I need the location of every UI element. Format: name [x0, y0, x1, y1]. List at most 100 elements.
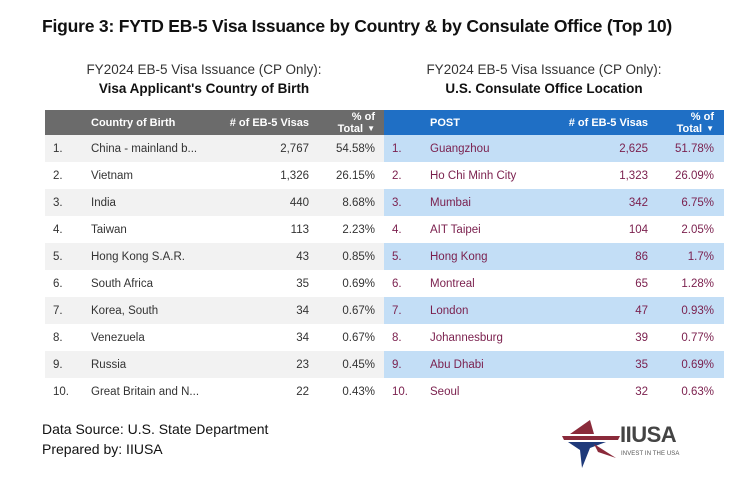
percent-cell: 0.67%: [315, 297, 385, 324]
name-cell: Mumbai: [430, 189, 560, 216]
column-header-percent-label: % of Total: [676, 110, 714, 135]
rank-cell: 10.: [45, 378, 91, 405]
table-row[interactable]: 4. Taiwan 113 2.23%: [45, 216, 385, 243]
table-row[interactable]: 5. Hong Kong S.A.R. 43 0.85%: [45, 243, 385, 270]
name-cell: China - mainland b...: [91, 135, 221, 162]
table-row[interactable]: 6. South Africa 35 0.69%: [45, 270, 385, 297]
table-row[interactable]: 1. China - mainland b... 2,767 54.58%: [45, 135, 385, 162]
sort-desc-icon[interactable]: ▼: [706, 123, 714, 133]
table-header-row: POST # of EB-5 Visas % of Total ▼: [384, 110, 724, 135]
percent-cell: 8.68%: [315, 189, 385, 216]
table-row[interactable]: 8. Venezuela 34 0.67%: [45, 324, 385, 351]
column-header-percent-label: % of Total: [337, 110, 375, 135]
column-header-post[interactable]: POST: [430, 110, 560, 135]
percent-cell: 0.93%: [654, 297, 724, 324]
name-cell: Montreal: [430, 270, 560, 297]
table-row[interactable]: 5. Hong Kong 86 1.7%: [384, 243, 724, 270]
visas-cell: 342: [560, 189, 654, 216]
rank-cell: 1.: [45, 135, 91, 162]
column-header-country[interactable]: Country of Birth: [91, 110, 221, 135]
table-row[interactable]: 9. Abu Dhabi 35 0.69%: [384, 351, 724, 378]
rank-cell: 8.: [45, 324, 91, 351]
name-cell: Venezuela: [91, 324, 221, 351]
table-row[interactable]: 3. India 440 8.68%: [45, 189, 385, 216]
percent-cell: 1.7%: [654, 243, 724, 270]
column-header-visas[interactable]: # of EB-5 Visas: [221, 110, 315, 135]
visas-cell: 104: [560, 216, 654, 243]
name-cell: South Africa: [91, 270, 221, 297]
name-cell: Guangzhou: [430, 135, 560, 162]
visas-cell: 32: [560, 378, 654, 405]
visas-cell: 2,767: [221, 135, 315, 162]
visas-cell: 39: [560, 324, 654, 351]
sort-desc-icon[interactable]: ▼: [367, 123, 375, 133]
percent-cell: 54.58%: [315, 135, 385, 162]
rank-column-header: [45, 110, 91, 135]
visas-cell: 2,625: [560, 135, 654, 162]
table-row[interactable]: 3. Mumbai 342 6.75%: [384, 189, 724, 216]
prepared-by-text: Prepared by: IIUSA: [42, 441, 163, 457]
visas-cell: 86: [560, 243, 654, 270]
rank-column-header: [384, 110, 430, 135]
column-header-percent[interactable]: % of Total ▼: [654, 110, 724, 135]
percent-cell: 0.43%: [315, 378, 385, 405]
table-row[interactable]: 10. Seoul 32 0.63%: [384, 378, 724, 405]
column-header-percent[interactable]: % of Total ▼: [315, 110, 385, 135]
rank-cell: 6.: [384, 270, 430, 297]
figure-title: Figure 3: FYTD EB-5 Visa Issuance by Cou…: [42, 16, 673, 36]
table-row[interactable]: 1. Guangzhou 2,625 51.78%: [384, 135, 724, 162]
rank-cell: 3.: [384, 189, 430, 216]
table-row[interactable]: 10. Great Britain and N... 22 0.43%: [45, 378, 385, 405]
rank-cell: 4.: [45, 216, 91, 243]
rank-cell: 10.: [384, 378, 430, 405]
rank-cell: 7.: [384, 297, 430, 324]
left-table-subtitle: FY2024 EB-5 Visa Issuance (CP Only): Vis…: [44, 62, 364, 96]
name-cell: Russia: [91, 351, 221, 378]
visas-cell: 65: [560, 270, 654, 297]
visas-cell: 22: [221, 378, 315, 405]
visas-cell: 47: [560, 297, 654, 324]
name-cell: Hong Kong: [430, 243, 560, 270]
rank-cell: 9.: [45, 351, 91, 378]
name-cell: Ho Chi Minh City: [430, 162, 560, 189]
visas-cell: 43: [221, 243, 315, 270]
rank-cell: 6.: [45, 270, 91, 297]
name-cell: Hong Kong S.A.R.: [91, 243, 221, 270]
rank-cell: 2.: [384, 162, 430, 189]
percent-cell: 1.28%: [654, 270, 724, 297]
country-of-birth-table: Country of Birth # of EB-5 Visas % of To…: [45, 110, 385, 405]
rank-cell: 3.: [45, 189, 91, 216]
table-row[interactable]: 2. Ho Chi Minh City 1,323 26.09%: [384, 162, 724, 189]
table-row[interactable]: 9. Russia 23 0.45%: [45, 351, 385, 378]
column-header-visas[interactable]: # of EB-5 Visas: [560, 110, 654, 135]
rank-cell: 5.: [384, 243, 430, 270]
visas-cell: 1,323: [560, 162, 654, 189]
name-cell: AIT Taipei: [430, 216, 560, 243]
table-row[interactable]: 6. Montreal 65 1.28%: [384, 270, 724, 297]
data-source-text: Data Source: U.S. State Department: [42, 421, 269, 437]
right-subtitle-line1: FY2024 EB-5 Visa Issuance (CP Only):: [426, 62, 662, 77]
table-row[interactable]: 7. Korea, South 34 0.67%: [45, 297, 385, 324]
left-subtitle-line1: FY2024 EB-5 Visa Issuance (CP Only):: [86, 62, 322, 77]
rank-cell: 4.: [384, 216, 430, 243]
logo-wordmark: IIUSA: [620, 422, 677, 447]
left-subtitle-line2: Visa Applicant's Country of Birth: [98, 81, 310, 96]
percent-cell: 6.75%: [654, 189, 724, 216]
percent-cell: 0.67%: [315, 324, 385, 351]
visas-cell: 35: [221, 270, 315, 297]
percent-cell: 0.63%: [654, 378, 724, 405]
visas-cell: 35: [560, 351, 654, 378]
table-row[interactable]: 2. Vietnam 1,326 26.15%: [45, 162, 385, 189]
table-row[interactable]: 8. Johannesburg 39 0.77%: [384, 324, 724, 351]
rank-cell: 1.: [384, 135, 430, 162]
rank-cell: 7.: [45, 297, 91, 324]
percent-cell: 2.05%: [654, 216, 724, 243]
rank-cell: 2.: [45, 162, 91, 189]
table-row[interactable]: 7. London 47 0.93%: [384, 297, 724, 324]
percent-cell: 0.77%: [654, 324, 724, 351]
name-cell: India: [91, 189, 221, 216]
iiusa-logo: IIUSA INVEST IN THE USA: [560, 418, 700, 470]
name-cell: Johannesburg: [430, 324, 560, 351]
table-row[interactable]: 4. AIT Taipei 104 2.05%: [384, 216, 724, 243]
percent-cell: 0.45%: [315, 351, 385, 378]
